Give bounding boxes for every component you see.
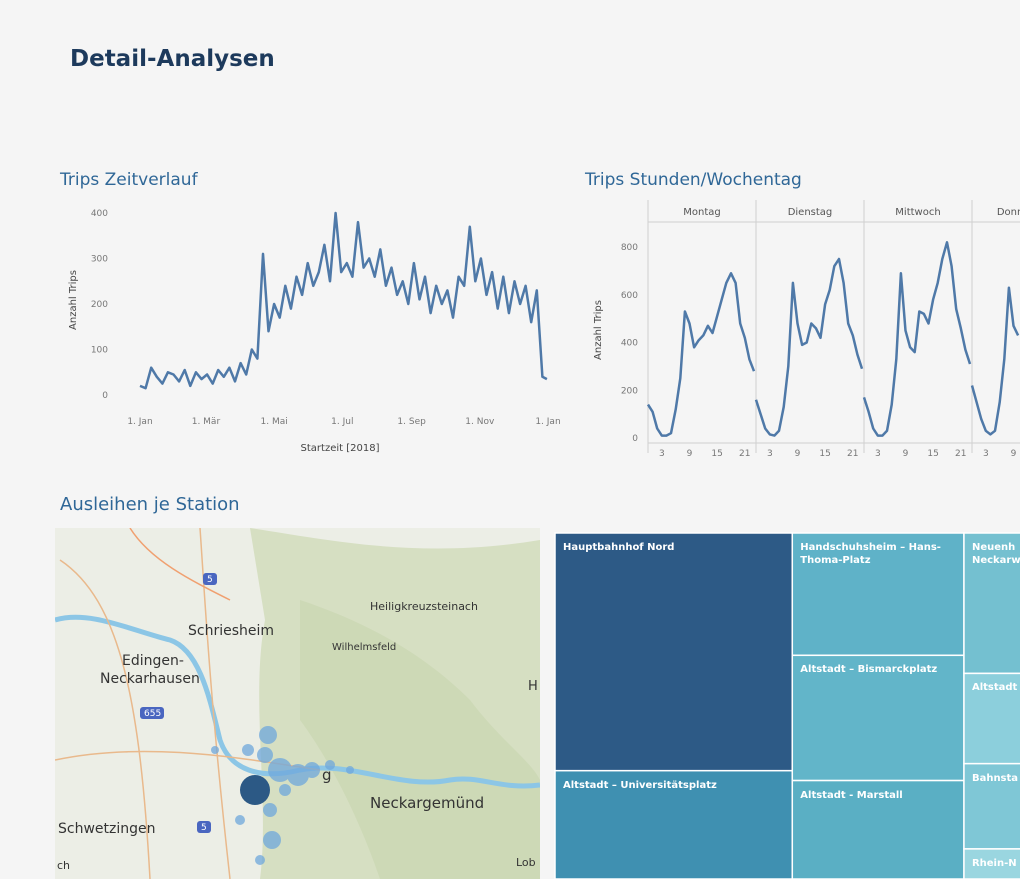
y-tick-label: 0 — [632, 434, 638, 444]
map-label: Heiligkreuzsteinach — [370, 600, 478, 613]
treemap-label-box: Altstadt — [964, 673, 1020, 763]
x-tick-label: 1. Nov — [465, 417, 495, 427]
y-axis-label: Anzahl Trips — [68, 270, 79, 330]
map-label: Schwetzingen — [58, 821, 156, 837]
x-tick-label: 21 — [955, 449, 966, 459]
treemap-label-box: Altstadt – Universitätsplatz — [555, 771, 788, 879]
treemap-label-box: Altstadt - Marstall — [792, 781, 960, 879]
x-tick-label: 9 — [903, 449, 909, 459]
y-tick-label: 200 — [91, 300, 108, 310]
map-label: 5 — [207, 575, 213, 585]
treemap-label: Bahnsta — [964, 764, 1020, 849]
x-tick-label: 15 — [711, 449, 722, 459]
map-label: Neckargemünd — [370, 794, 484, 812]
hourly-line — [756, 259, 862, 436]
map-label: Schriesheim — [188, 623, 274, 639]
map: Heiligkreuzsteinach Schriesheim Wilhelmsfe… — [55, 528, 540, 879]
treemap-label-box: Handschuhsheim – Hans-Thoma-Platz — [792, 533, 960, 655]
panel-header: Mittwoch — [895, 207, 940, 218]
y-tick-label: 600 — [621, 291, 638, 301]
y-tick-label: 800 — [621, 243, 638, 253]
panel-header: Donnerstag — [997, 207, 1020, 218]
map-label: Lob — [516, 856, 536, 869]
treemap-label: Altstadt — [964, 673, 1020, 763]
treemap-label-box: Altstadt – Bismarckplatz — [792, 655, 960, 780]
map-label: ch — [57, 859, 70, 872]
map-label: 655 — [144, 709, 161, 719]
map-label: Edingen- — [122, 653, 184, 669]
x-tick-label: 1. Mai — [261, 417, 288, 427]
x-tick-label: 21 — [847, 449, 858, 459]
y-axis-label: Anzahl Trips — [593, 300, 604, 360]
dashboard: Detail-Analysen Ausleihen je Station Hei… — [0, 0, 1020, 879]
hourly-line — [864, 242, 970, 435]
x-tick-label: 9 — [687, 449, 693, 459]
x-tick-label: 1. Jul — [331, 417, 353, 427]
x-tick-label: 15 — [927, 449, 938, 459]
hourly-line — [648, 273, 754, 435]
treemap-label-box: Hauptbahnhof Nord — [555, 533, 788, 771]
chart-title: Trips Zeitverlauf — [59, 170, 199, 190]
map-label: H — [528, 679, 538, 694]
x-tick-label: 3 — [875, 449, 881, 459]
y-tick-label: 400 — [621, 339, 638, 349]
y-tick-label: 200 — [621, 386, 638, 396]
section-title: Ausleihen je Station — [60, 494, 240, 515]
x-tick-label: 1. Mär — [192, 417, 221, 427]
page-title: Detail-Analysen — [70, 46, 275, 72]
treemap-label: Altstadt - Marstall — [792, 781, 960, 879]
x-tick-label: 15 — [819, 449, 830, 459]
treemap-label-box: Neuenh Neckarw — [964, 533, 1020, 673]
x-tick-label: 9 — [795, 449, 801, 459]
treemap-label-box: Rhein-N — [964, 849, 1020, 879]
treemap-label: Rhein-N — [964, 849, 1020, 879]
x-tick-label: 21 — [739, 449, 750, 459]
map-label: 5 — [201, 823, 207, 833]
x-tick-label: 1. Jan — [127, 417, 152, 427]
hourly-line — [972, 288, 1018, 435]
page: Detail-Analysen Ausleihen je Station Hei… — [0, 0, 1020, 879]
x-tick-label: 3 — [983, 449, 989, 459]
treemap-label: Handschuhsheim – Hans-Thoma-Platz — [792, 533, 960, 655]
treemap-label: Altstadt – Bismarckplatz — [792, 655, 960, 780]
x-tick-label: 3 — [767, 449, 773, 459]
trend-line — [140, 213, 547, 388]
map-label: Neckarhausen — [100, 671, 200, 687]
chart-title: Trips Stunden/Wochentag — [584, 170, 802, 190]
treemap-label-box: Bahnsta — [964, 764, 1020, 849]
treemap-label: Altstadt – Universitätsplatz — [555, 771, 788, 879]
map-label: Wilhelmsfeld — [332, 642, 396, 653]
y-tick-label: 400 — [91, 209, 108, 219]
x-tick-label: 9 — [1011, 449, 1017, 459]
station-bubble — [240, 775, 270, 805]
y-tick-label: 0 — [102, 391, 108, 401]
panel-header: Dienstag — [788, 207, 833, 218]
x-tick-label: 3 — [659, 449, 665, 459]
x-axis-label: Startzeit [2018] — [301, 443, 380, 454]
treemap-label: Neuenh Neckarw — [964, 533, 1020, 673]
map-label: g — [322, 766, 332, 784]
treemap-label: Hauptbahnhof Nord — [555, 533, 788, 771]
y-tick-label: 100 — [91, 346, 108, 356]
y-tick-label: 300 — [91, 255, 108, 265]
panel-header: Montag — [683, 207, 720, 218]
x-tick-label: 1. Sep — [397, 417, 426, 427]
x-tick-label: 1. Jan — [535, 417, 560, 427]
